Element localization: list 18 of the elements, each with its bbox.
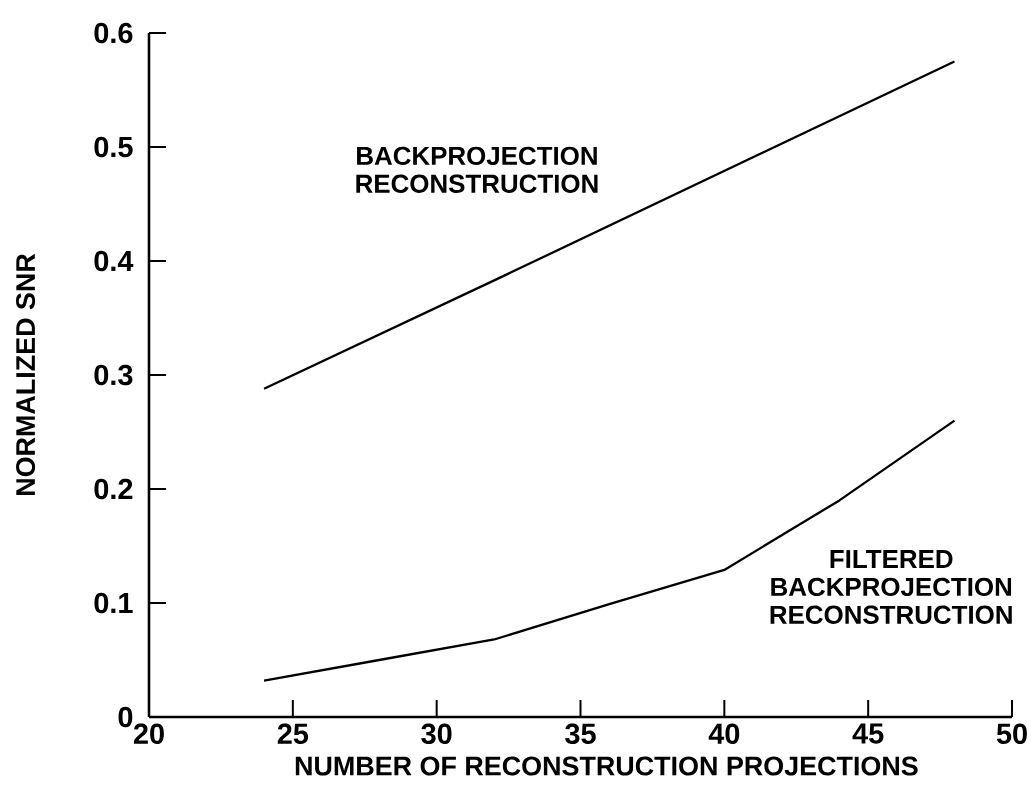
x-tick-label: 25 bbox=[277, 723, 309, 744]
x-tick-label: 20 bbox=[133, 723, 164, 744]
series-label: FILTERED BACKPROJECTION RECONSTRUCTION bbox=[770, 550, 1012, 624]
y-tick-label: 0.6 bbox=[94, 22, 133, 44]
y-tick-label: 0 bbox=[118, 706, 133, 728]
x-tick-label: 50 bbox=[996, 723, 1027, 744]
y-axis-title: NORMALIZED SNR bbox=[16, 253, 36, 495]
x-tick-label: 35 bbox=[565, 723, 596, 745]
series-label: BACKPROJECTION RECONSTRUCTION bbox=[356, 146, 598, 193]
y-tick-label: 0.3 bbox=[94, 364, 133, 386]
y-tick-label: 0.1 bbox=[94, 592, 133, 614]
y-tick-label: 0.4 bbox=[94, 250, 134, 272]
y-tick-label: 0.2 bbox=[94, 478, 133, 500]
x-tick-label: 40 bbox=[708, 723, 740, 744]
y-tick-label: 0.5 bbox=[94, 136, 133, 158]
x-axis-title: NUMBER OF RECONSTRUCTION PROJECTIONS bbox=[295, 756, 918, 776]
x-tick-label: 30 bbox=[421, 723, 452, 745]
x-tick-label: 45 bbox=[852, 723, 884, 744]
